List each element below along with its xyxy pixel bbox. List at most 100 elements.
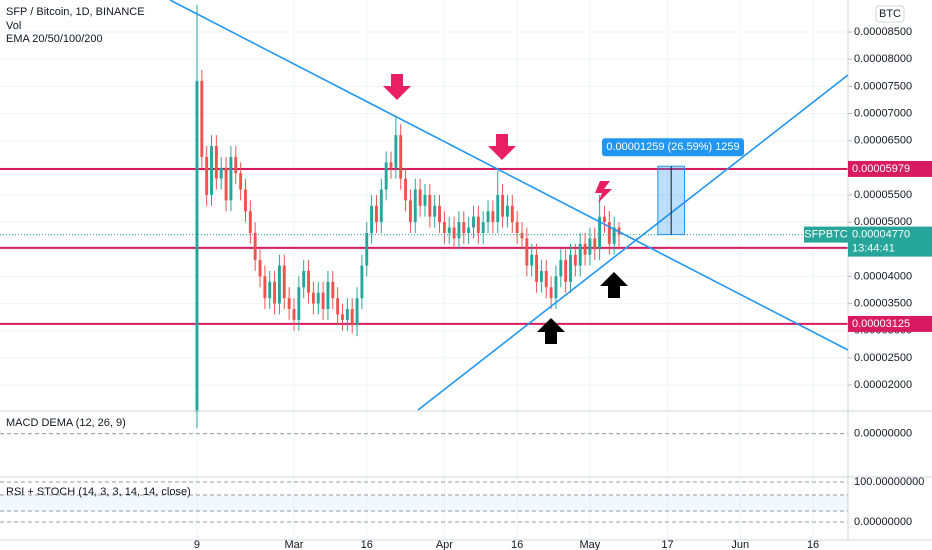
x-tick-label: 16	[361, 539, 373, 550]
candle-body	[268, 281, 272, 299]
candle-body	[530, 254, 534, 266]
level-tag-label: 0.00005979	[852, 163, 910, 175]
pink-arrows	[383, 74, 612, 203]
y-tick-label: 0.00007500	[854, 80, 912, 92]
legend-item: EMA 20/50/100/200	[6, 33, 103, 45]
y-tick-label: 0.00004000	[854, 270, 912, 282]
candle-body	[515, 222, 519, 233]
y-tick-label: 0.00008500	[854, 26, 912, 38]
up-arrow	[537, 318, 565, 344]
candle-body	[200, 80, 204, 157]
candle-body	[481, 222, 485, 233]
symbol-title: SFP / Bitcoin, 1D, BINANCE	[6, 6, 145, 18]
x-tick-label: 9	[194, 539, 200, 550]
down-arrow	[488, 134, 516, 160]
currency-label[interactable]: BTC	[879, 8, 901, 20]
candle-body	[287, 298, 291, 309]
candle-body	[496, 194, 500, 223]
candle-body	[311, 292, 315, 304]
candle-body	[491, 211, 495, 223]
candle-body	[384, 162, 388, 190]
black-arrows	[537, 272, 628, 344]
candle-body	[331, 281, 335, 299]
candle-body	[598, 216, 602, 250]
measure-label-box	[602, 138, 744, 157]
candle-body	[433, 205, 437, 217]
y-tick-label: 0.00002500	[854, 352, 912, 364]
candle-body	[360, 265, 364, 299]
candle-body	[457, 222, 461, 239]
level-tag	[848, 315, 932, 332]
candle-body	[277, 265, 281, 304]
legend-item: Vol	[6, 20, 21, 32]
x-tick-label: May	[580, 539, 601, 550]
candle-body	[539, 270, 543, 282]
symbol-tag-label: SFPBTC	[804, 229, 847, 241]
candle-body	[607, 222, 611, 244]
candle-body	[438, 205, 441, 223]
candle-body	[379, 189, 383, 223]
y-tick-label: 0.00006500	[854, 135, 912, 147]
x-tick-label: 17	[661, 539, 673, 550]
candle-body	[603, 216, 606, 223]
candle-body	[239, 173, 243, 190]
candle-body	[341, 314, 344, 320]
candle-body	[544, 270, 548, 288]
down-arrow	[383, 74, 411, 100]
y-tick-label: 0.00003500	[854, 297, 912, 309]
candle-body	[370, 205, 374, 233]
last-price-label: 0.00004770	[852, 229, 910, 241]
y-tick-label: 0.00005500	[854, 189, 912, 201]
symbol-tag	[804, 226, 848, 243]
candle-body	[505, 205, 509, 217]
candle-body	[501, 194, 505, 217]
candle-body	[258, 260, 262, 277]
candle-body	[578, 243, 582, 266]
candle-body	[282, 265, 286, 299]
candle-body	[564, 260, 568, 282]
candle-body	[510, 205, 514, 223]
y-tick-label: 0.00002000	[854, 379, 912, 391]
candle-body	[525, 238, 529, 266]
candle-body	[389, 162, 393, 168]
candle-body	[559, 260, 563, 277]
candle-body	[408, 200, 412, 223]
level-tag-label: 0.00003125	[852, 318, 910, 330]
candle-body	[336, 298, 340, 315]
lightning	[595, 181, 612, 203]
candle-body	[472, 216, 475, 228]
candle-body	[321, 292, 325, 309]
candle-body	[195, 80, 199, 413]
y-tick-label: 0.00005000	[854, 216, 912, 228]
candle-body	[244, 189, 247, 212]
candle-body	[554, 276, 558, 299]
countdown: 13:44:41	[852, 243, 895, 255]
x-tick-label: Apr	[436, 539, 453, 550]
x-tick-label: 16	[807, 539, 819, 550]
x-tick-label: 16	[511, 539, 523, 550]
candle-body	[214, 146, 218, 179]
currency-button[interactable]	[875, 5, 905, 23]
up-arrow	[600, 272, 628, 298]
candle-body	[263, 276, 267, 299]
candle-body	[316, 292, 320, 304]
candle-body	[326, 281, 330, 309]
candle-body	[413, 189, 417, 223]
trend-line	[169, 0, 849, 351]
candle-body	[549, 287, 553, 299]
candle-body	[297, 287, 301, 320]
candle-body	[248, 211, 252, 233]
candle-body	[224, 167, 228, 201]
overlay: 0.000059790.000045260.000031250.00004770…	[602, 138, 932, 332]
measure-label: 0.00001259 (26.59%) 1259	[606, 141, 739, 153]
candle-body	[350, 308, 354, 326]
candle-body	[520, 232, 524, 239]
candle-body	[593, 238, 597, 250]
plot	[0, 4, 848, 429]
panel-title: MACD DEMA (12, 26, 9)	[6, 417, 126, 429]
candle-body	[447, 227, 451, 233]
candle-body	[292, 308, 296, 320]
